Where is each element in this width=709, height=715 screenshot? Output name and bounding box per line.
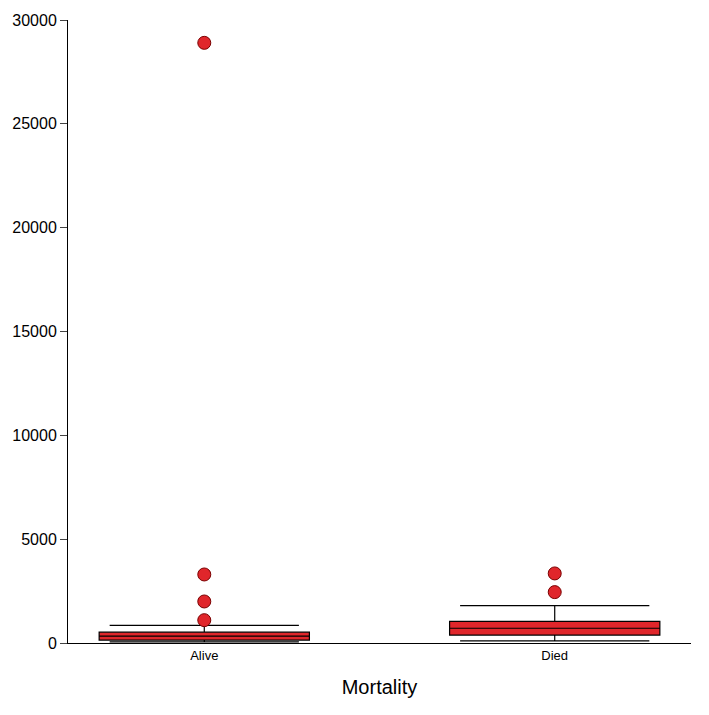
svg-text:15000: 15000 [12,323,57,340]
svg-text:Alive: Alive [190,648,218,663]
svg-text:Mortality: Mortality [342,676,418,698]
svg-text:5000: 5000 [21,531,57,548]
svg-text:20000: 20000 [12,219,57,236]
svg-text:0: 0 [48,635,57,652]
svg-text:Died: Died [541,648,568,663]
svg-text:30000: 30000 [12,12,57,29]
svg-text:25000: 25000 [12,115,57,132]
svg-text:10000: 10000 [12,427,57,444]
